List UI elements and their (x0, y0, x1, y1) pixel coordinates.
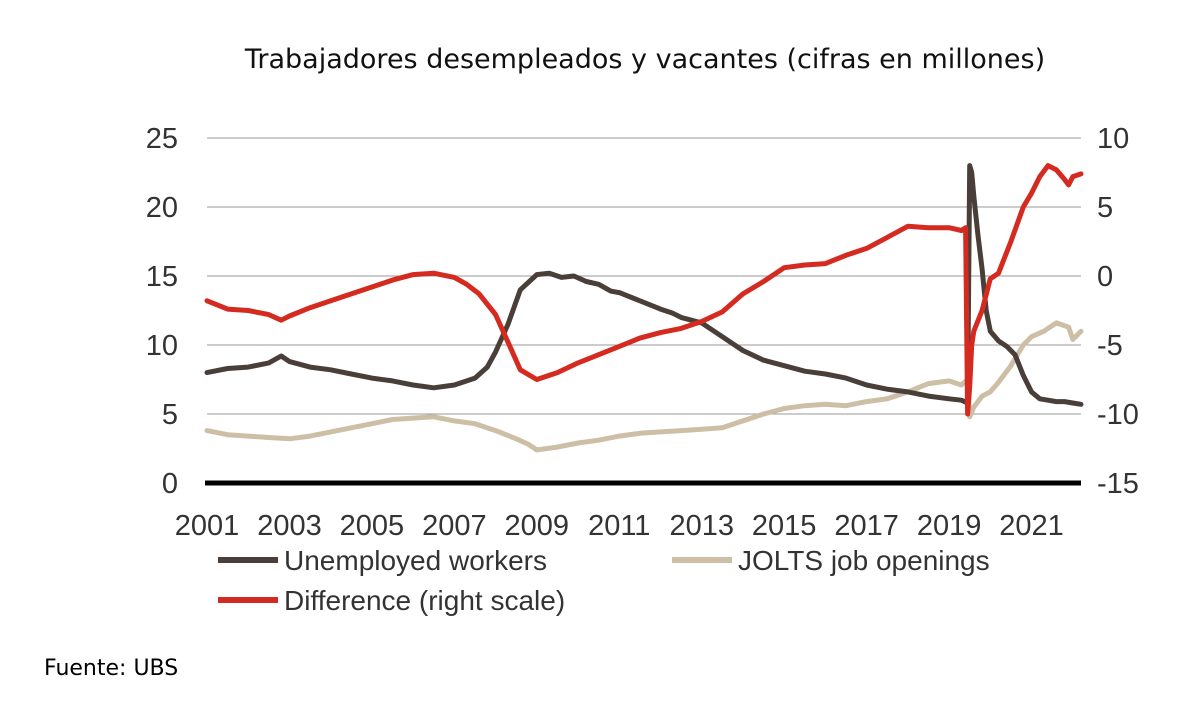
legend-label: Unemployed workers (284, 545, 547, 576)
legend: Unemployed workers JOLTS job openings Diff… (218, 545, 990, 616)
gridlines (207, 137, 1081, 415)
legend-label: JOLTS job openings (738, 545, 990, 576)
y-right-tick-label: -5 (1097, 330, 1123, 362)
x-tick-label: 2001 (175, 510, 240, 542)
series-line-jolts-job-openings (204, 320, 1084, 453)
x-tick-label: 2021 (999, 510, 1064, 542)
x-tick-label: 2013 (669, 510, 734, 542)
x-tick-label: 2003 (257, 510, 322, 542)
y-left-tick-label: 15 (146, 261, 178, 293)
source-note: Fuente: UBS (44, 656, 179, 681)
legend-label: Difference (right scale) (284, 585, 565, 616)
y-left-tick-label: 20 (146, 192, 178, 224)
x-tick-label: 2011 (588, 510, 650, 542)
chart-svg: Trabajadores desempleados y vacantes (ci… (146, 44, 1139, 616)
y-right-tick-label: 10 (1097, 123, 1129, 155)
x-tick-label: 2007 (422, 510, 487, 542)
x-tick-label: 2009 (505, 510, 570, 542)
y-left-tick-label: 0 (162, 468, 178, 500)
y-right-tick-label: -15 (1097, 468, 1139, 500)
axes: 0 5 10 15 20 25 -15 -10 -5 0 5 10 2001 2003 2005 2007 20… (146, 123, 1139, 542)
y-left-tick-label: 5 (162, 399, 178, 431)
y-left-tick-label: 10 (146, 330, 178, 362)
y-left-tick-label: 25 (146, 123, 178, 155)
series-line-unemployed-workers (204, 163, 1084, 407)
x-tick-label: 2017 (834, 510, 899, 542)
series-layer (204, 163, 1084, 453)
x-tick-label: 2005 (340, 510, 405, 542)
chart-title: Trabajadores desempleados y vacantes (ci… (244, 44, 1045, 75)
x-tick-label: 2019 (917, 510, 982, 542)
y-right-tick-label: 0 (1097, 261, 1113, 293)
y-right-tick-label: -10 (1097, 399, 1139, 431)
series-line-difference-right-scale (204, 163, 1084, 417)
x-tick-label: 2015 (752, 510, 817, 542)
y-right-tick-label: 5 (1097, 192, 1113, 224)
